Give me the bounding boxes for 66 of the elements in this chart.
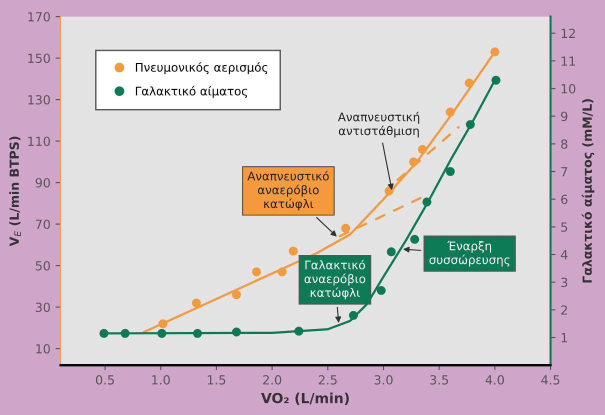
x-tick-label: 0.5 [96, 375, 114, 385]
y2-tick-label: 4 [560, 250, 568, 260]
y-tick-label: 130 [28, 95, 50, 105]
y2-tick-label: 6 [561, 194, 568, 204]
point [384, 186, 394, 196]
y2-tick-label: 2 [561, 305, 567, 315]
legend-label: Πνευμονικός αερισμός [136, 62, 268, 74]
x-tick-label: 3.5 [430, 375, 448, 385]
point [294, 326, 304, 336]
y-tick-label: 50 [36, 261, 50, 271]
point [232, 328, 241, 336]
y2-tick-label: 3 [561, 278, 568, 288]
x-axis-title: VO₂ (L/min) [261, 392, 349, 405]
y-tick-label: 150 [28, 54, 50, 64]
y-tick-label: 110 [28, 136, 50, 146]
annotation: Έναρξη συσσώρευσης [429, 240, 510, 267]
point [490, 47, 500, 56]
y2-tick-label: 11 [562, 56, 576, 66]
x-tick-label: 1.0 [152, 375, 170, 385]
point [464, 78, 474, 88]
y-tick-label: 10 [36, 344, 50, 354]
point [410, 234, 420, 244]
y-tick-label: 70 [36, 220, 50, 230]
y-tick-label: 90 [36, 178, 50, 188]
point [418, 144, 427, 154]
point [288, 246, 298, 256]
y-tick-label: 170 [28, 12, 50, 22]
x-tick-label: 3.0 [374, 375, 393, 385]
y2-axis-title: Γαλακτικό αίματος (mM/L) [582, 99, 594, 283]
point [422, 197, 432, 206]
y2-tick-label: 10 [562, 84, 576, 94]
point [341, 224, 350, 233]
x-tick-label: 4.5 [541, 375, 560, 385]
point [120, 328, 130, 338]
point [252, 267, 262, 276]
point [99, 328, 108, 338]
annotation: Αναπνευστικό αναερόβιο κατώφλι [247, 170, 329, 210]
x-tick-label: 1.5 [208, 375, 226, 385]
point [491, 76, 500, 85]
point [232, 290, 241, 300]
x-tick-label: 2.0 [263, 375, 282, 385]
point [466, 120, 475, 129]
point [446, 167, 455, 176]
point [376, 286, 386, 295]
point [386, 247, 396, 256]
point [192, 328, 202, 338]
point [192, 298, 201, 308]
point [446, 108, 455, 117]
legend-label: Γαλακτικό αίματος [136, 86, 248, 98]
annotation: Αναπνευστική αντιστάθμιση [338, 112, 420, 138]
point [158, 319, 168, 328]
y2-tick-label: 12 [562, 28, 575, 38]
x-tick-label: 4.0 [486, 375, 504, 385]
y2-tick-label: 9 [561, 112, 568, 122]
point [157, 328, 166, 338]
annotation: Γαλακτικό αναερόβιο κατώφλι [304, 260, 366, 300]
y2-tick-label: 1 [562, 333, 568, 342]
point [348, 310, 358, 320]
point [409, 157, 418, 166]
y-tick-label: 30 [36, 302, 50, 312]
y2-tick-label: 5 [561, 222, 568, 232]
y-axis-title: V$_{E}$ (L/min BTPS) [9, 136, 21, 246]
y2-tick-label: 8 [561, 139, 568, 149]
point [278, 267, 287, 276]
x-tick-label: 2.5 [318, 375, 337, 385]
y2-tick-label: 7 [561, 167, 568, 176]
